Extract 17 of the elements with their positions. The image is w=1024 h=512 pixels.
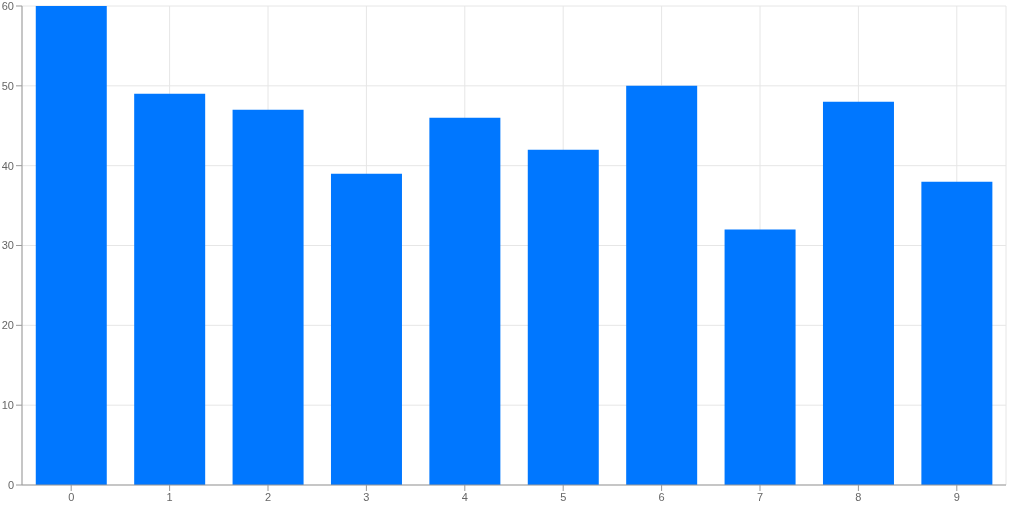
x-tick-label: 6 [658,490,665,503]
x-tick-label: 3 [363,490,370,503]
y-tick-label: 10 [1,399,14,412]
x-tick-label: 1 [166,490,173,503]
y-tick-label: 60 [1,0,14,12]
x-tick-label: 7 [756,490,764,503]
x-tick-label: 4 [461,490,468,503]
x-tick-label: 9 [953,490,960,503]
x-tick-label: 0 [68,490,75,503]
y-tick-label: 0 [7,478,14,491]
x-tick-label: 8 [855,490,862,503]
y-tick-label: 50 [1,79,14,92]
y-tick-label: 20 [1,319,14,332]
x-tick-label: 5 [560,490,567,503]
x-tick-label: 2 [264,490,272,503]
y-tick-label: 30 [1,239,14,252]
y-tick-label: 40 [1,159,14,172]
